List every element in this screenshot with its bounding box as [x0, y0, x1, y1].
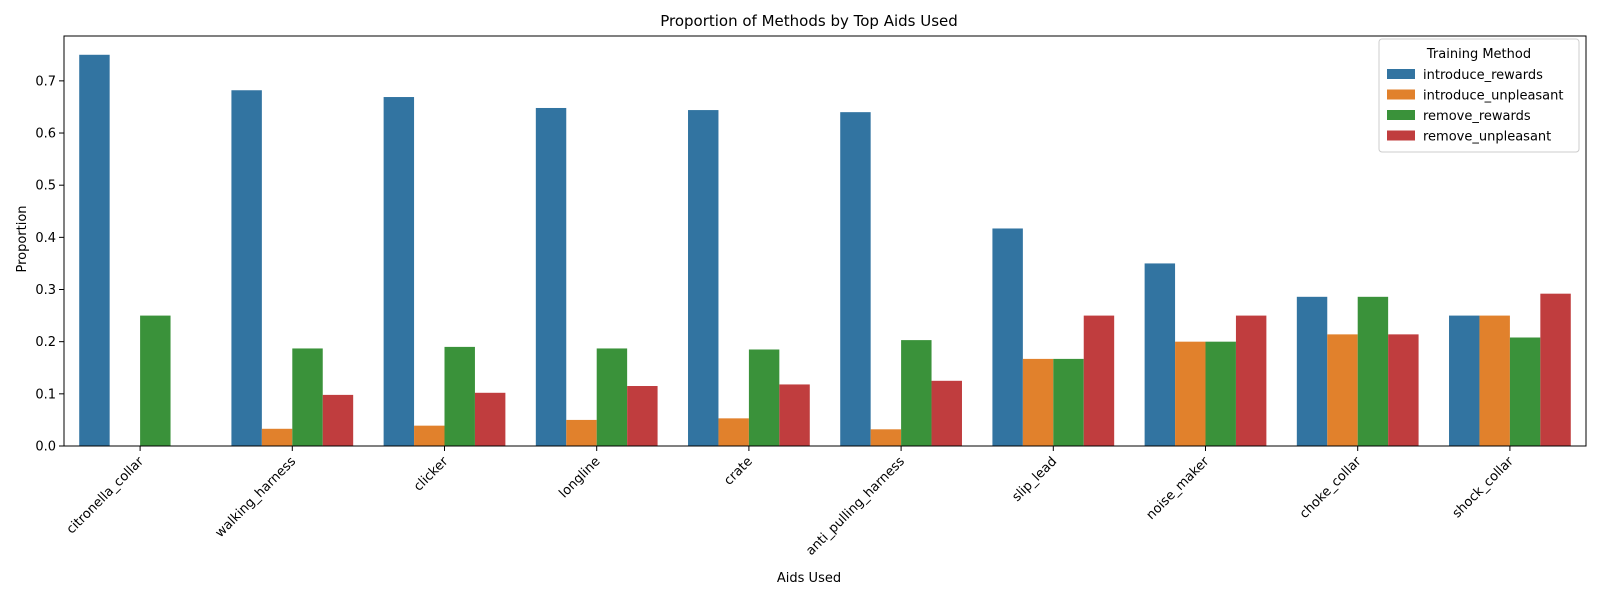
bar-remove_unpleasant-shock_collar [1540, 293, 1571, 446]
y-tick-label: 0.4 [35, 231, 56, 246]
y-tick-label: 0.3 [35, 283, 56, 298]
bar-remove_rewards-crate [748, 349, 780, 446]
plot-frame [63, 35, 1587, 447]
x-tick-label: longline [556, 454, 603, 501]
bar-remove_unpleasant-walking_harness [322, 394, 354, 446]
bar-introduce_rewards-walking_harness [231, 90, 262, 446]
y-tick-label: 0.7 [35, 74, 56, 89]
legend-label-introduce_unpleasant: introduce_unpleasant [1423, 89, 1563, 104]
legend-swatch-remove_unpleasant [1387, 130, 1415, 141]
legend-label-introduce_rewards: introduce_rewards [1423, 68, 1543, 83]
bar-introduce_rewards-anti_pulling_harness [840, 112, 871, 446]
bar-introduce_unpleasant-anti_pulling_harness [870, 429, 902, 446]
bar-remove_unpleasant-clicker [474, 392, 506, 446]
bar-introduce_unpleasant-slip_lead [1022, 358, 1054, 446]
chart-title: Proportion of Methods by Top Aids Used [660, 12, 958, 30]
bar-introduce_rewards-noise_maker [1144, 263, 1176, 446]
bar-introduce_rewards-choke_collar [1296, 296, 1328, 446]
bar-remove_unpleasant-crate [779, 384, 810, 446]
bar-remove_rewards-walking_harness [292, 348, 323, 446]
legend-swatch-introduce_rewards [1387, 69, 1415, 79]
legend-swatch-remove_rewards [1387, 110, 1415, 120]
x-tick-label: anti_pulling_harness [803, 454, 908, 559]
x-tick-label: noise_maker [1144, 454, 1213, 523]
bar-remove_rewards-anti_pulling_harness [901, 340, 932, 446]
x-tick-label: crate [721, 454, 755, 488]
bar-introduce_unpleasant-walking_harness [261, 428, 293, 446]
bar-remove_rewards-longline [596, 348, 628, 446]
bar-introduce_rewards-clicker [383, 97, 415, 446]
legend-box [1378, 38, 1580, 153]
y-tick-label: 0.0 [35, 440, 56, 455]
x-tick-label: slip_lead [1010, 454, 1061, 505]
x-tick-label: citronella_collar [64, 454, 148, 538]
bar-remove_unpleasant-noise_maker [1235, 315, 1267, 446]
bar-remove_unpleasant-longline [627, 386, 658, 446]
legend-label-remove_unpleasant: remove_unpleasant [1423, 130, 1551, 145]
bar-introduce_unpleasant-choke_collar [1327, 334, 1358, 446]
bar-introduce_unpleasant-noise_maker [1175, 341, 1206, 446]
y-tick-label: 0.5 [35, 179, 56, 194]
legend-swatch-introduce_unpleasant [1387, 89, 1415, 100]
bar-remove_rewards-slip_lead [1053, 358, 1084, 446]
bars-layer [79, 54, 1571, 446]
y-tick-label: 0.1 [35, 387, 56, 402]
x-axis-label: Aids Used [777, 571, 841, 586]
x-tick-label: walking_harness [213, 454, 300, 541]
axes-layer: 0.0 0.1 0.2 0.3 0.4 0.5 0.6 0.7 citronella_colla… [35, 35, 1587, 559]
bar-introduce_rewards-slip_lead [992, 228, 1023, 446]
bar-introduce_unpleasant-longline [566, 419, 597, 446]
bar-remove_rewards-noise_maker [1205, 341, 1236, 446]
bar-remove_rewards-citronella_collar [140, 315, 171, 446]
bar-introduce_unpleasant-crate [718, 418, 749, 446]
x-tick-label: shock_collar [1450, 454, 1517, 521]
legend: Training Method introduce_rewards introduc… [1378, 38, 1580, 153]
bar-introduce_unpleasant-shock_collar [1479, 315, 1510, 446]
bar-remove_unpleasant-slip_lead [1083, 315, 1115, 446]
bar-introduce_unpleasant-clicker [414, 425, 445, 446]
x-tick-label: clicker [411, 454, 452, 495]
bar-remove_unpleasant-anti_pulling_harness [931, 380, 962, 446]
y-tick-label: 0.6 [35, 127, 56, 142]
bar-introduce_rewards-longline [535, 107, 567, 446]
bar-remove_rewards-shock_collar [1509, 337, 1541, 446]
y-tick-label: 0.2 [35, 335, 56, 350]
bar-remove_unpleasant-choke_collar [1388, 334, 1419, 446]
bar-remove_rewards-clicker [444, 346, 475, 446]
x-tick-label: choke_collar [1297, 454, 1365, 522]
legend-label-remove_rewards: remove_rewards [1423, 109, 1531, 124]
bar-introduce_rewards-shock_collar [1449, 315, 1480, 446]
bar-introduce_rewards-crate [688, 110, 719, 446]
y-axis-label: Proportion [15, 205, 30, 272]
bar-remove_rewards-choke_collar [1357, 296, 1389, 446]
bar-introduce_rewards-citronella_collar [79, 54, 110, 446]
legend-title: Training Method [1426, 47, 1531, 62]
